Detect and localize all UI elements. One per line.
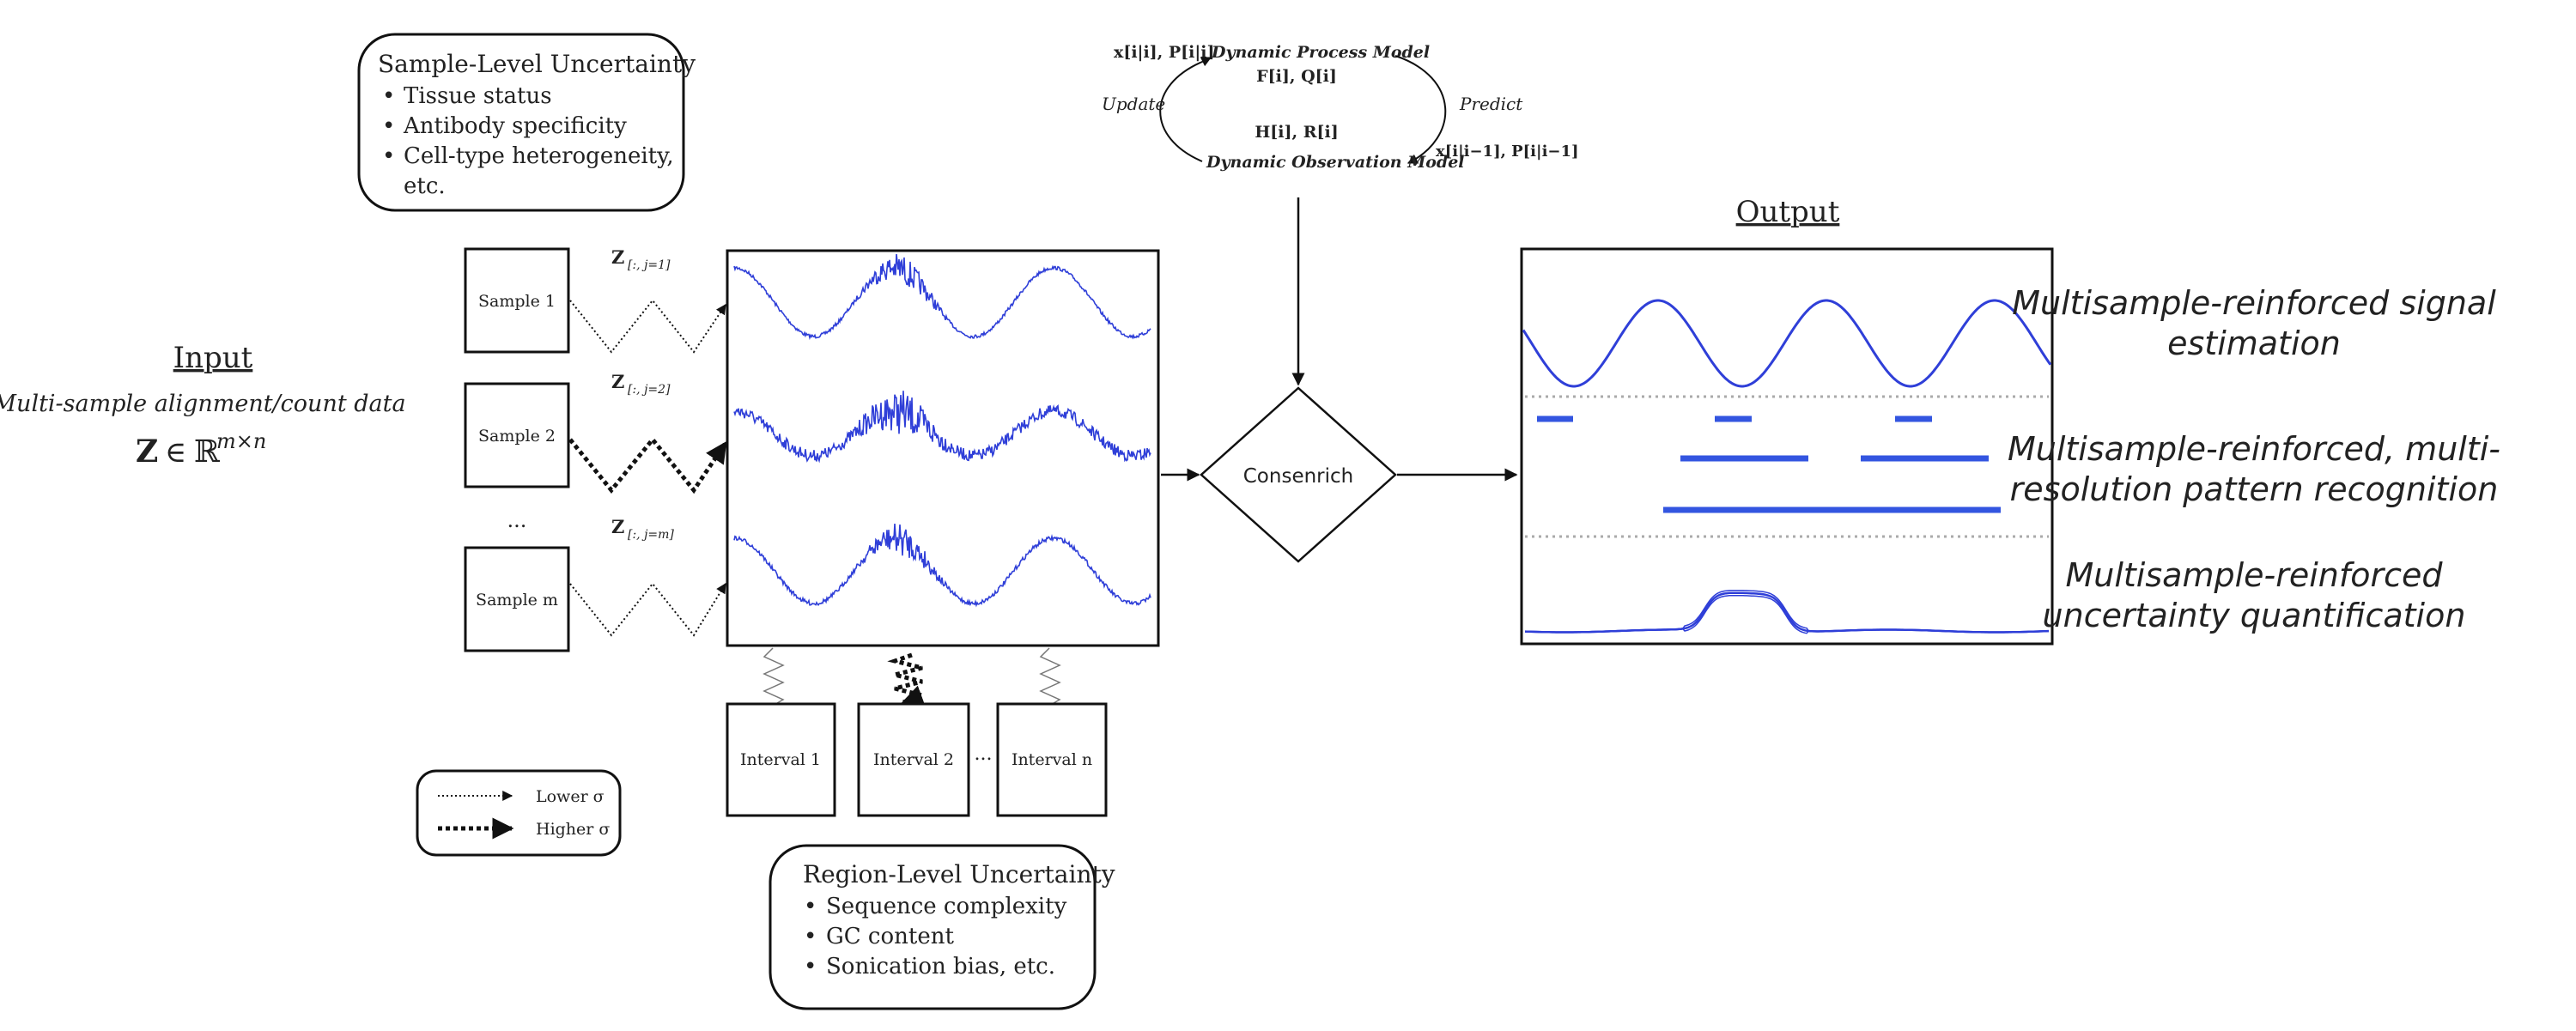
region-level-item: GC content [826, 924, 954, 949]
sample-level-item: Cell-type heterogeneity, [404, 143, 674, 169]
output-panel [1520, 247, 2054, 646]
legend-higher-label: Higher σ [536, 820, 610, 839]
interval-label: Interval 2 [873, 750, 954, 769]
process-model-params: F[i], Q[i] [1256, 67, 1337, 86]
input-subtitle: Multi-sample alignment/count data [0, 391, 406, 417]
uncertainty-trace [1525, 594, 2050, 634]
sample-m-connector-low-noise [569, 582, 726, 637]
samples-ellipsis: ... [507, 508, 527, 532]
bullet: • [804, 954, 817, 979]
signal-trace-sample-2 [733, 391, 1151, 464]
update-arrow [1159, 57, 1212, 162]
interval-2: Interval 2 [857, 702, 970, 817]
bullet: • [804, 924, 817, 949]
input-heading: Input [173, 341, 253, 375]
signal-trace-sample-1 [733, 253, 1151, 341]
caption-signal-estimation-line2: estimation [2167, 324, 2341, 362]
element-of-symbol: ∈ [165, 435, 186, 470]
sample-2: Sample 2 Z [:, j=2] [464, 371, 671, 488]
noise-legend: Lower σ Higher σ [416, 769, 622, 857]
interval-1: Interval 1 [726, 702, 836, 817]
interval-1-spring [762, 647, 785, 707]
sample-level-item: etc. [404, 173, 446, 199]
intervals-ellipsis: ... [975, 743, 993, 765]
sample-1-connector-low-noise [569, 299, 726, 354]
output-signal-estimate [1522, 299, 2052, 388]
bullet: • [382, 113, 395, 139]
output-tracks [1522, 299, 2052, 634]
sample-1: Sample 1 Z [:, j=1] [464, 246, 671, 354]
process-model-label: Dynamic Process Model [1211, 43, 1430, 62]
consenrich-node: Consenrich [1200, 386, 1397, 563]
state-filtered-label: x[i|i], P[i|i] [1114, 43, 1215, 62]
legend-lower-label: Lower σ [536, 787, 605, 806]
interval-n-spring [1039, 647, 1061, 707]
output-heading: Output [1736, 195, 1840, 229]
sample-label: Sample m [476, 591, 558, 610]
region-level-item: Sequence complexity [826, 894, 1067, 919]
region-level-title: Region-Level Uncertainty [803, 860, 1115, 888]
interval-n: Interval n [996, 702, 1108, 817]
real-numbers-symbol: ℝ [194, 434, 221, 470]
state-predicted-label: x[i|i−1], P[i|i−1] [1436, 143, 1579, 161]
sample-z-subscript: [:, j=1] [628, 258, 671, 272]
output-captions: Multisample-reinforced signal estimation… [2008, 284, 2500, 634]
predict-arrow [1394, 55, 1447, 164]
sample-m: Sample m Z [:, j=m] [464, 516, 674, 652]
sample-z-subscript: [:, j=m] [628, 528, 674, 542]
caption-pattern-recognition-line1: Multisample-reinforced, multi- [2008, 430, 2500, 468]
predict-label: Predict [1459, 94, 1523, 114]
consenrich-label: Consenrich [1243, 465, 1354, 488]
sample-level-item: Antibody specificity [403, 113, 627, 139]
caption-pattern-recognition-line2: resolution pattern recognition [2010, 470, 2499, 508]
sample-level-title: Sample-Level Uncertainty [378, 50, 696, 78]
caption-uncertainty-line1: Multisample-reinforced [2065, 556, 2443, 594]
interval-2-spring-high-noise [887, 652, 930, 707]
sample-z-subscript: [:, j=2] [628, 383, 671, 397]
sample-level-item: Tissue status [404, 83, 552, 109]
input-label-group: Input Multi-sample alignment/count data … [0, 341, 406, 470]
matrix-dimensions: m×n [216, 429, 266, 453]
observation-model-params: H[i], R[i] [1255, 123, 1338, 142]
sample-z-base: Z [611, 246, 624, 268]
state-space-model-cycle: x[i|i], P[i|i] Dynamic Process Model F[i… [1102, 43, 1579, 172]
input-signal-tracks [733, 253, 1151, 608]
interval-label: Interval n [1012, 750, 1092, 769]
signal-trace-sample-m [733, 524, 1151, 608]
sample-label: Sample 1 [478, 292, 556, 311]
caption-uncertainty-line2: uncertainty quantification [2043, 597, 2466, 634]
interval-label: Interval 1 [740, 750, 821, 769]
sample-2-connector-high-noise [568, 436, 728, 494]
sample-z-base: Z [611, 516, 624, 537]
bullet: • [382, 143, 395, 169]
region-level-uncertainty-box: Region-Level Uncertainty • Sequence comp… [769, 844, 1115, 1010]
matrix-Z: Z [136, 434, 158, 470]
sample-label: Sample 2 [478, 427, 556, 446]
observation-model-label: Dynamic Observation Model [1206, 153, 1465, 172]
caption-signal-estimation-line1: Multisample-reinforced signal [2012, 284, 2496, 322]
update-label: Update [1102, 94, 1165, 114]
bullet: • [382, 83, 395, 109]
region-level-item: Sonication bias, etc. [826, 954, 1055, 979]
bullet: • [804, 894, 817, 919]
sample-level-uncertainty-box: Sample-Level Uncertainty • Tissue status… [357, 33, 696, 212]
sample-z-base: Z [611, 371, 624, 392]
